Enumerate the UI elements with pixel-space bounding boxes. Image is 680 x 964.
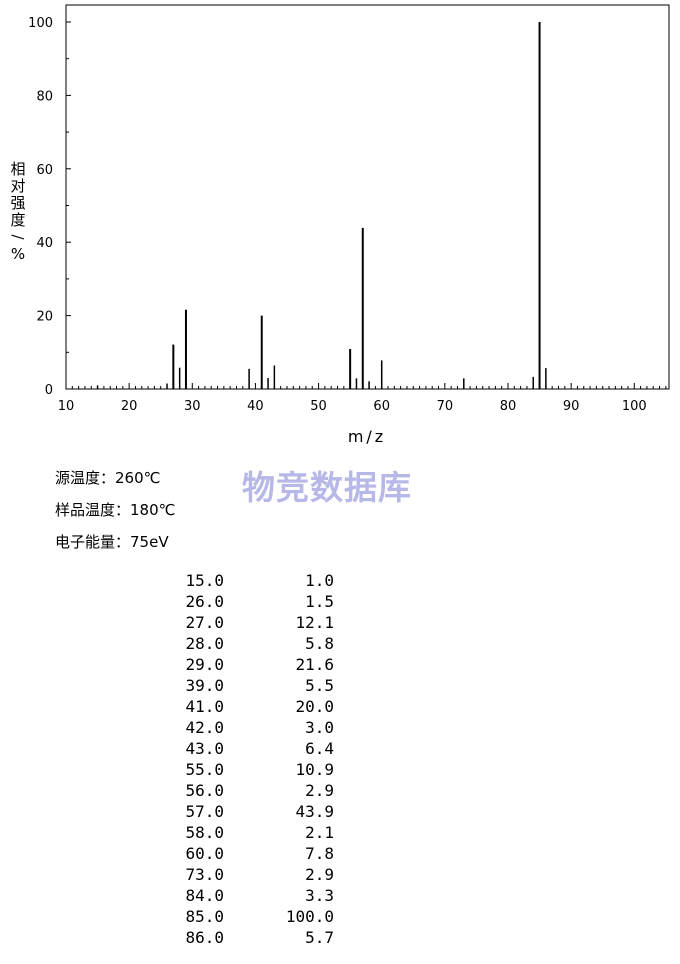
peak-table: 15.0 1.0 26.0 1.5 27.0 12.1 28.0 5.8 29.0 21.6 39.…	[150, 570, 350, 948]
table-row: 28.0 5.8	[150, 633, 350, 654]
y-tick-label: 80	[36, 89, 53, 104]
table-row: 60.0 7.8	[150, 843, 350, 864]
y-axis-label-char: 度	[10, 211, 25, 229]
mz-value: 58.0	[185, 823, 224, 842]
mz-value: 27.0	[185, 613, 224, 632]
table-row: 58.0 2.1	[150, 822, 350, 843]
intensity-value: 3.3	[305, 886, 334, 905]
y-axis-label-char: 相	[10, 160, 25, 178]
intensity-value: 12.1	[295, 613, 334, 632]
intensity-value: 43.9	[295, 802, 334, 821]
table-row: 42.0 3.0	[150, 717, 350, 738]
table-row: 55.0 10.9	[150, 759, 350, 780]
y-axis-ticks: 0 20 40 60 80 100	[28, 16, 71, 398]
mz-value: 41.0	[185, 697, 224, 716]
source-temperature: 源温度：260℃	[55, 469, 161, 487]
table-row: 84.0 3.3	[150, 885, 350, 906]
intensity-value: 6.4	[305, 739, 334, 758]
y-tick-label: 20	[36, 310, 53, 325]
intensity-value: 100.0	[285, 907, 334, 926]
intensity-value: 2.9	[305, 781, 334, 800]
mz-value: 42.0	[185, 718, 224, 737]
intensity-value: 2.9	[305, 865, 334, 884]
x-tick-label: 100	[622, 399, 647, 414]
mz-value: 39.0	[185, 676, 224, 695]
x-tick-label: 10	[58, 399, 75, 414]
mz-value: 28.0	[185, 634, 224, 653]
table-row: 29.0 21.6	[150, 654, 350, 675]
table-row: 73.0 2.9	[150, 864, 350, 885]
y-tick-label: 60	[36, 163, 53, 178]
mz-value: 29.0	[185, 655, 224, 674]
table-row: 86.0 5.7	[150, 927, 350, 948]
x-tick-label: 30	[184, 399, 201, 414]
x-axis-ticks: 10 20 30 40 50 60 70 80 90 100	[58, 383, 647, 414]
y-axis-label-char: %	[11, 245, 25, 263]
mz-value: 86.0	[185, 928, 224, 947]
x-tick-label: 90	[563, 399, 580, 414]
y-tick-label: 100	[28, 16, 53, 31]
intensity-value: 3.0	[305, 718, 334, 737]
sample-temperature: 样品温度：180℃	[55, 501, 176, 519]
intensity-value: 21.6	[295, 655, 334, 674]
x-tick-label: 50	[310, 399, 327, 414]
intensity-value: 20.0	[295, 697, 334, 716]
mz-value: 55.0	[185, 760, 224, 779]
table-row: 39.0 5.5	[150, 675, 350, 696]
y-tick-label: 40	[36, 236, 53, 251]
table-row: 85.0 100.0	[150, 906, 350, 927]
mz-value: 84.0	[185, 886, 224, 905]
intensity-value: 1.5	[305, 592, 334, 611]
x-tick-label: 70	[437, 399, 454, 414]
electron-energy: 电子能量：75eV	[55, 533, 169, 551]
mass-spectrum-chart: 10 20 30 40 50 60 70 80 90 100 0 20 40 60 80 100 m/z 相…	[9, 4, 670, 446]
y-tick-label: 0	[45, 383, 53, 398]
x-tick-label: 20	[121, 399, 138, 414]
y-axis-label-char: /	[9, 234, 27, 240]
mz-value: 73.0	[185, 865, 224, 884]
table-row: 56.0 2.9	[150, 780, 350, 801]
x-tick-label: 40	[247, 399, 264, 414]
mz-value: 15.0	[185, 571, 224, 590]
watermark: 物竞数据库	[242, 468, 412, 507]
x-minor-ticks	[71, 386, 667, 389]
y-axis-label-char: 强	[10, 194, 25, 212]
table-row: 15.0 1.0	[150, 570, 350, 591]
table-row: 27.0 12.1	[150, 612, 350, 633]
intensity-value: 2.1	[305, 823, 334, 842]
spectrum-peaks	[96, 22, 547, 389]
mz-value: 60.0	[185, 844, 224, 863]
x-tick-label: 80	[500, 399, 517, 414]
intensity-value: 7.8	[305, 844, 334, 863]
table-row: 41.0 20.0	[150, 696, 350, 717]
plot-frame	[65, 4, 670, 390]
intensity-value: 1.0	[305, 571, 334, 590]
y-axis-label-char: 对	[10, 177, 25, 195]
table-row: 26.0 1.5	[150, 591, 350, 612]
mz-value: 43.0	[185, 739, 224, 758]
table-row: 43.0 6.4	[150, 738, 350, 759]
mz-value: 85.0	[185, 907, 224, 926]
intensity-value: 5.8	[305, 634, 334, 653]
mz-value: 26.0	[185, 592, 224, 611]
intensity-value: 5.5	[305, 676, 334, 695]
x-axis-label: m/z	[348, 427, 386, 446]
table-row: 57.0 43.9	[150, 801, 350, 822]
intensity-value: 10.9	[295, 760, 334, 779]
mz-value: 56.0	[185, 781, 224, 800]
mz-value: 57.0	[185, 802, 224, 821]
intensity-value: 5.7	[305, 928, 334, 947]
x-tick-label: 60	[373, 399, 390, 414]
